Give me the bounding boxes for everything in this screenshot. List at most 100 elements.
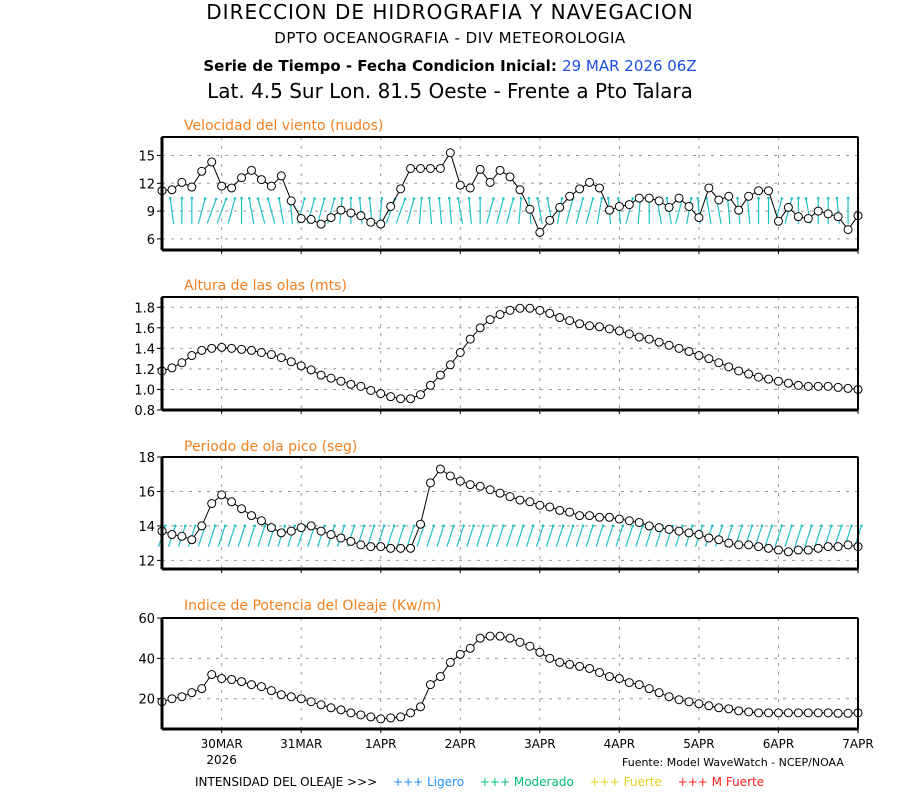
data-point — [594, 667, 604, 677]
data-point — [425, 680, 435, 690]
x-year-label: 2026 — [206, 753, 237, 767]
location-line: Lat. 4.5 Sur Lon. 81.5 Oeste - Frente a … — [207, 79, 693, 103]
direction-arrow — [605, 525, 614, 547]
data-point — [585, 177, 595, 187]
data-point — [793, 212, 803, 222]
arrow-head — [368, 196, 371, 200]
data-point — [495, 309, 505, 319]
direction-arrow — [596, 198, 603, 225]
direction-arrow — [727, 198, 731, 225]
arrow-head — [850, 524, 853, 528]
data-point — [813, 543, 823, 553]
data-point — [167, 530, 177, 540]
data-point — [783, 378, 793, 388]
data-point — [565, 316, 575, 326]
data-point — [416, 390, 426, 400]
arrow-head — [581, 197, 585, 200]
arrow-head — [546, 196, 549, 200]
data-point — [694, 351, 704, 361]
arrow-head — [168, 196, 172, 200]
data-point — [803, 708, 813, 718]
direction-arrow — [406, 198, 415, 224]
arrow-head — [830, 524, 833, 528]
direction-arrow — [446, 525, 455, 547]
arrow-head — [492, 524, 495, 528]
arrow-head — [519, 196, 523, 200]
data-point — [525, 641, 535, 651]
data-point — [396, 394, 406, 404]
arrow-head — [730, 524, 734, 528]
data-point — [545, 502, 555, 512]
data-point — [406, 394, 416, 404]
y-tick-label: 1.6 — [134, 322, 155, 337]
arrow-head — [380, 196, 384, 200]
data-point — [485, 177, 495, 187]
data-point — [634, 193, 644, 203]
data-point — [684, 697, 694, 707]
legend-title: INTENSIDAD DEL OLEAJE >>> — [195, 775, 378, 789]
data-point — [207, 499, 217, 509]
direction-arrow — [575, 198, 584, 224]
direction-arrow — [227, 525, 236, 547]
data-point — [286, 357, 296, 367]
series-line — [161, 468, 859, 553]
data-point — [167, 363, 177, 373]
data-point — [644, 684, 654, 694]
direction-arrow — [426, 525, 435, 547]
data-point — [246, 345, 256, 355]
source-note: Fuente: Model WaveWatch - NCEP/NOAA — [622, 756, 844, 769]
x-tick-label: 3APR — [524, 737, 555, 751]
data-point — [664, 692, 674, 702]
data-point — [306, 365, 316, 375]
direction-arrow — [248, 198, 255, 225]
data-point — [714, 535, 724, 545]
data-point — [475, 164, 485, 174]
direction-arrow — [565, 525, 574, 547]
y-tick-label: 20 — [138, 693, 155, 708]
title-line-2: DPTO OCEANOGRAFIA - DIV METEOROLOGIA — [274, 29, 626, 47]
data-point — [475, 323, 485, 333]
arrow-head — [551, 524, 555, 528]
y-tick-label: 0.8 — [134, 404, 155, 419]
data-point — [575, 511, 585, 521]
arrow-head — [561, 524, 565, 528]
data-point — [306, 697, 316, 707]
data-point — [515, 495, 525, 505]
direction-arrow — [794, 525, 803, 547]
data-point — [207, 157, 217, 167]
data-point — [843, 540, 853, 550]
arrow-head — [263, 524, 267, 528]
data-point — [764, 708, 774, 718]
direction-arrow — [585, 525, 594, 547]
direction-arrow — [565, 198, 574, 224]
arrow-head — [174, 524, 177, 528]
series-label: Serie de Tiempo - Fecha Condicion Inicia… — [203, 57, 557, 75]
direction-arrow — [278, 198, 285, 225]
data-point — [614, 326, 624, 336]
data-point — [704, 701, 714, 711]
direction-arrow — [267, 198, 276, 224]
data-point — [366, 712, 376, 722]
arrow-head — [193, 524, 197, 528]
direction-arrow — [774, 525, 783, 547]
data-point — [475, 633, 485, 643]
direction-arrow — [448, 198, 453, 225]
data-point — [376, 389, 386, 399]
data-point — [704, 183, 714, 193]
data-point — [714, 195, 724, 205]
direction-arrow — [764, 525, 773, 547]
arrow-head — [190, 196, 194, 200]
x-tick-label: 7APR — [842, 737, 873, 751]
x-tick-label: 5APR — [683, 737, 714, 751]
arrow-head — [860, 524, 863, 528]
legend-fuerte: +++ Fuerte — [589, 775, 662, 789]
data-point — [594, 322, 604, 332]
arrow-head — [591, 524, 595, 528]
arrow-head — [601, 524, 605, 528]
data-point — [783, 202, 793, 212]
direction-arrow — [536, 198, 543, 225]
data-point — [754, 372, 764, 382]
data-point — [356, 540, 366, 550]
series-line — [161, 151, 859, 234]
data-point — [604, 672, 614, 682]
